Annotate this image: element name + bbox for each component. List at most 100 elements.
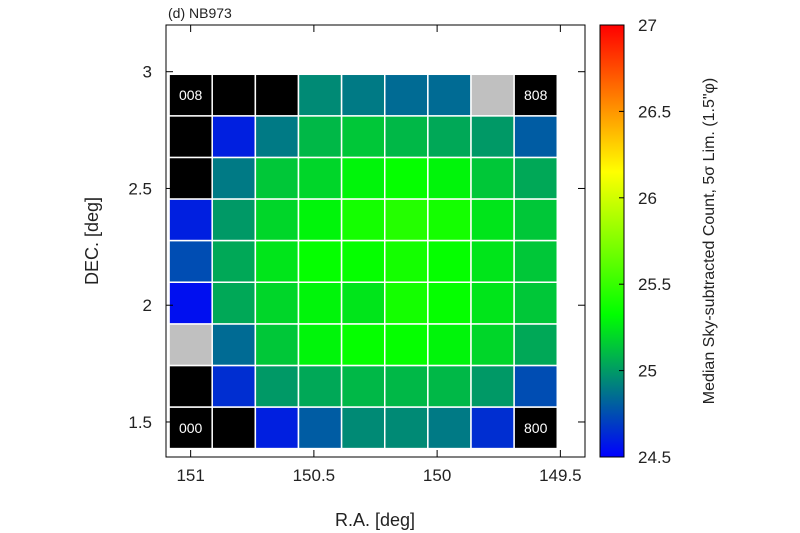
heatmap-cell xyxy=(254,323,300,367)
y-axis-label: DEC. [deg] xyxy=(82,197,102,285)
colorbar-tick-label: 26.5 xyxy=(638,102,671,121)
heatmap-cell xyxy=(340,156,386,200)
heatmap-cell xyxy=(383,156,429,200)
heatmap-cell xyxy=(211,406,257,450)
colorbar xyxy=(599,24,625,458)
heatmap-cell xyxy=(513,281,559,325)
heatmap-cell xyxy=(513,364,559,408)
heatmap-cell xyxy=(340,239,386,283)
heatmap-cell xyxy=(297,198,343,242)
heatmap-cell xyxy=(427,115,472,159)
heatmap-cell xyxy=(513,73,559,117)
y-tick-label: 2.5 xyxy=(128,179,152,198)
cell-label: 800 xyxy=(524,420,548,436)
heatmap-cell xyxy=(168,281,213,325)
heatmap-cell xyxy=(383,281,429,325)
y-ticks: 1.5 2 2.5 3 xyxy=(128,63,585,432)
heatmap-cell xyxy=(254,198,300,242)
heatmap-cell xyxy=(427,281,472,325)
heatmap-cell xyxy=(211,156,257,200)
heatmap-cell xyxy=(211,73,257,117)
heatmap-cell xyxy=(470,156,515,200)
heatmap-cell xyxy=(513,198,559,242)
heatmap-cell xyxy=(211,198,257,242)
heatmap-cell xyxy=(427,323,472,367)
heatmap-cell xyxy=(470,198,515,242)
y-tick-label: 3 xyxy=(143,63,152,82)
heatmap-cell xyxy=(340,115,386,159)
heatmap-cell xyxy=(297,406,343,450)
heatmap-cell xyxy=(211,281,257,325)
heatmap-cell xyxy=(513,323,559,367)
heatmap-cell xyxy=(427,364,472,408)
heatmap-cell xyxy=(340,281,386,325)
heatmap-cell xyxy=(427,406,472,450)
heatmap-cell xyxy=(383,239,429,283)
heatmap-cell xyxy=(340,198,386,242)
x-axis-label: R.A. [deg] xyxy=(335,510,415,530)
heatmap-cell xyxy=(297,115,343,159)
heatmap-cell xyxy=(470,115,515,159)
heatmap-cell xyxy=(297,364,343,408)
cell-label: 808 xyxy=(524,87,548,103)
x-tick-label: 151 xyxy=(176,466,204,485)
heatmap-cell xyxy=(168,323,213,367)
cell-labels: 000 800 008 808 xyxy=(179,87,548,436)
heatmap-cell xyxy=(211,323,257,367)
heatmap-cell xyxy=(254,115,300,159)
heatmap-cell xyxy=(297,73,343,117)
heatmap-cell xyxy=(254,239,300,283)
colorbar-tick-label: 24.5 xyxy=(638,448,671,467)
heatmap-cell xyxy=(383,364,429,408)
cell-label: 008 xyxy=(179,87,203,103)
heatmap-cell xyxy=(254,406,300,450)
y-tick-label: 2 xyxy=(143,296,152,315)
heatmap-cell xyxy=(297,323,343,367)
cell-label: 000 xyxy=(179,420,203,436)
colorbar-tick-label: 26 xyxy=(638,189,657,208)
heatmap-cell xyxy=(340,364,386,408)
heatmap-cell xyxy=(297,281,343,325)
colorbar-tick-label: 25 xyxy=(638,362,657,381)
heatmap-cell xyxy=(383,198,429,242)
heatmap-cell xyxy=(211,364,257,408)
heatmap-cell xyxy=(470,323,515,367)
heatmap-cell xyxy=(427,239,472,283)
x-tick-label: 150.5 xyxy=(293,466,336,485)
heatmap-cell xyxy=(211,239,257,283)
x-tick-label: 150 xyxy=(423,466,451,485)
colorbar-label: Median Sky-subtracted Count, 5σ Lim. (1.… xyxy=(701,78,718,405)
heatmap-cell xyxy=(427,73,472,117)
heatmap-cell xyxy=(470,364,515,408)
heatmap-cell xyxy=(211,115,257,159)
colorbar-ticks: 24.5 25 25.5 26 26.5 27 xyxy=(619,16,671,467)
heatmap-cell xyxy=(470,406,515,450)
heatmap-cell xyxy=(168,364,213,408)
heatmap-cells xyxy=(168,73,559,450)
heatmap-cell xyxy=(340,73,386,117)
heatmap-cell xyxy=(254,364,300,408)
heatmap-cell xyxy=(340,323,386,367)
heatmap-cell xyxy=(168,198,213,242)
heatmap-cell xyxy=(254,156,300,200)
heatmap-cell xyxy=(168,156,213,200)
heatmap-cell xyxy=(470,239,515,283)
heatmap-cell xyxy=(254,281,300,325)
heatmap-cell xyxy=(427,156,472,200)
y-tick-label: 1.5 xyxy=(128,413,152,432)
colorbar-tick-label: 27 xyxy=(638,16,657,35)
heatmap-cell xyxy=(168,239,213,283)
colorbar-tick-label: 25.5 xyxy=(638,275,671,294)
heatmap-cell xyxy=(383,115,429,159)
heatmap-cell xyxy=(254,73,300,117)
heatmap-cell xyxy=(297,239,343,283)
heatmap-cell xyxy=(168,406,213,450)
heatmap-cell xyxy=(470,73,515,117)
x-tick-label: 149.5 xyxy=(539,466,582,485)
chart-title: (d) NB973 xyxy=(168,5,232,21)
heatmap-cell xyxy=(513,156,559,200)
heatmap-cell xyxy=(513,239,559,283)
x-ticks: 151 150.5 150 149.5 xyxy=(176,25,582,485)
heatmap-cell xyxy=(168,115,213,159)
